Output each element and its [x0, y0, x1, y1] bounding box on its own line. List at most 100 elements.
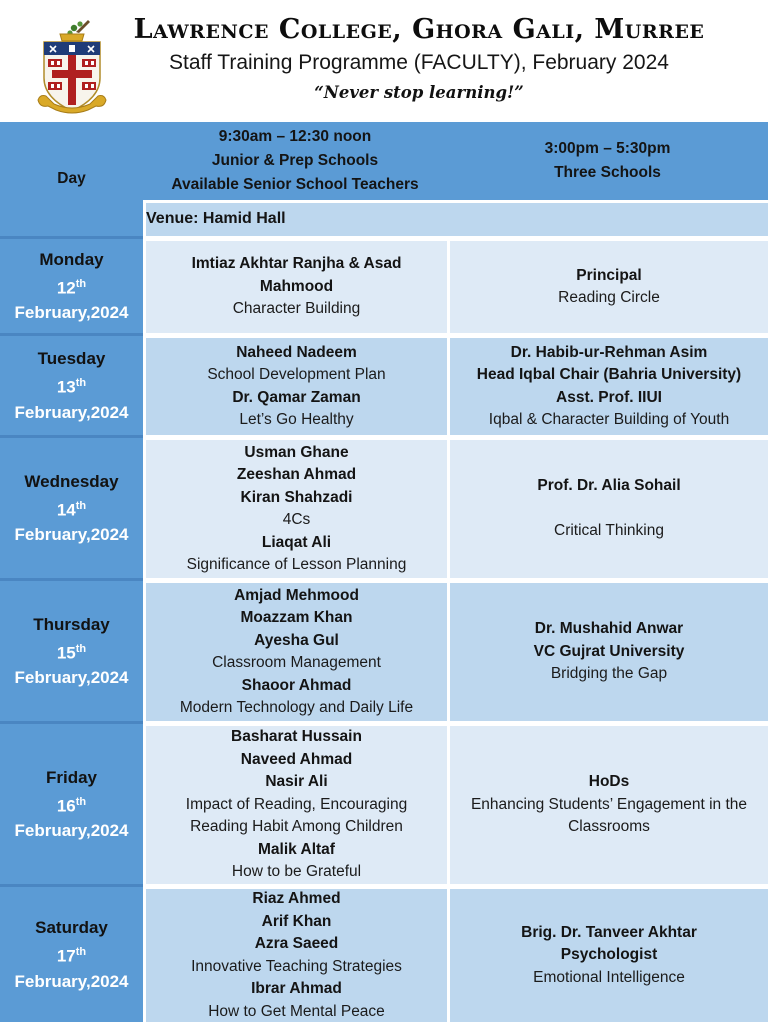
session-line: Impact of Reading, Encouraging Reading H…	[185, 795, 408, 836]
day-cell: Wednesday 14th February,2024	[0, 435, 143, 578]
session-line: Azra Saeed	[254, 935, 339, 952]
session-line: Ibrar Ahmad	[251, 980, 342, 997]
venue-label: Venue: Hamid Hall	[146, 210, 286, 228]
session-line: Psychologist	[560, 946, 658, 964]
session-line: Asst. Prof. IIUI	[556, 388, 662, 406]
session-line: How to be Grateful	[231, 863, 362, 881]
morning-session-cell: Amjad Mehmood Moazzam Khan Ayesha Gul Class…	[143, 578, 447, 721]
day-month: February,2024	[14, 402, 129, 422]
day-month: February,2024	[14, 668, 129, 688]
morning-session-cell: Usman Ghane Zeeshan Ahmad Kiran Shahzadi 4C…	[143, 435, 447, 578]
day-name: Tuesday	[37, 349, 106, 369]
session-line: Dr. Habib-ur-Rehman Asim	[510, 343, 708, 361]
morning-time-label: 9:30am – 12:30 noon	[218, 128, 372, 145]
session-line: VC Gujrat University	[533, 642, 685, 660]
day-cell: Thursday 15th February,2024	[0, 578, 143, 721]
day-month: February,2024	[14, 525, 129, 545]
session-line: Principal	[576, 266, 642, 284]
session-line: Innovative Teaching Strategies	[191, 957, 402, 975]
motto-text: “Never stop learning!”	[314, 83, 524, 102]
afternoon-session-cell: Dr. Mushahid Anwar VC Gujrat University Br…	[447, 578, 768, 721]
session-line: Moazzam Khan	[240, 609, 353, 626]
day-name: Monday	[39, 249, 104, 269]
morning-session-cell: Naheed Nadeem School Development Plan Dr. …	[143, 333, 447, 435]
session-line: Emotional Intelligence	[533, 968, 685, 986]
day-month: February,2024	[14, 303, 129, 323]
session-line: HoDs	[588, 773, 630, 791]
morning-audience-label-2: Available Senior School Teachers	[171, 176, 419, 193]
college-crest-icon	[30, 16, 114, 116]
session-line: Malik Altaf	[258, 840, 335, 858]
schedule-table: Day 9:30am – 12:30 noon Junior & Prep Sc…	[0, 122, 768, 1022]
header-text-block: Lawrence College, Ghora Gali, Murree Sta…	[110, 14, 728, 105]
session-line: Significance of Lesson Planning	[186, 556, 407, 573]
day-column-header-label: Day	[57, 169, 86, 187]
session-line: Ayesha Gul	[254, 631, 339, 649]
session-line: School Development Plan	[207, 366, 386, 383]
morning-column-header: 9:30am – 12:30 noon Junior & Prep School…	[143, 122, 447, 200]
session-line: Amjad Mehmood	[234, 586, 359, 604]
programme-title: Staff Training Programme (FACULTY), Febr…	[169, 51, 669, 74]
session-line: Dr. Mushahid Anwar	[534, 620, 684, 638]
session-line: Shaoor Ahmad	[241, 676, 352, 694]
afternoon-time-label: 3:00pm – 5:30pm	[544, 140, 671, 157]
day-date: 14th	[56, 499, 87, 520]
afternoon-session-cell: Prof. Dr. Alia Sohail Critical Thinking	[447, 435, 768, 578]
day-name: Thursday	[33, 614, 110, 634]
college-title: Lawrence College, Ghora Gali, Murree	[133, 14, 705, 45]
session-line: Riaz Ahmed	[252, 890, 341, 907]
afternoon-session-cell: Dr. Habib-ur-Rehman Asim Head Iqbal Chair…	[447, 333, 768, 435]
afternoon-session-cell: HoDs Enhancing Students’ Engagement in th…	[447, 721, 768, 884]
session-line: Head Iqbal Chair (Bahria University)	[476, 366, 742, 383]
session-line: Bridging the Gap	[550, 665, 668, 683]
venue-row: Venue: Hamid Hall	[143, 200, 768, 236]
afternoon-session-cell: Principal Reading Circle	[447, 236, 768, 333]
day-date: 16th	[56, 795, 87, 816]
session-line: Enhancing Students’ Engagement in the Cl…	[470, 795, 748, 836]
day-cell: Friday 16th February,2024	[0, 721, 143, 884]
day-month: February,2024	[14, 971, 129, 991]
afternoon-column-header: 3:00pm – 5:30pm Three Schools	[447, 122, 768, 200]
session-line: Character Building	[232, 300, 361, 318]
day-name: Wednesday	[24, 471, 119, 491]
session-line: Classroom Management	[212, 654, 381, 671]
day-date: 17th	[56, 946, 87, 966]
day-cell: Monday 12th February,2024	[0, 236, 143, 333]
session-line: Nasir Ali	[265, 773, 328, 791]
morning-audience-label: Junior & Prep Schools	[211, 152, 379, 169]
session-line: 4Cs	[282, 511, 311, 528]
session-line: Let’s Go Healthy	[239, 411, 354, 428]
day-cell: Tuesday 13th February,2024	[0, 333, 143, 435]
afternoon-session-cell: Brig. Dr. Tanveer Akhtar Psychologist Emot…	[447, 884, 768, 1022]
session-line: Reading Circle	[558, 289, 660, 306]
day-month: February,2024	[14, 821, 129, 841]
session-line	[460, 498, 758, 521]
session-line: Usman Ghane	[244, 443, 349, 461]
session-line: Imtiaz Akhtar Ranjha & Asad Mahmood	[191, 255, 402, 295]
session-line: Naveed Ahmad	[240, 750, 353, 768]
session-line: Basharat Hussain	[231, 728, 362, 746]
session-line: Modern Technology and Daily Life	[179, 699, 414, 716]
session-line: Dr. Qamar Zaman	[232, 388, 361, 406]
day-date: 13th	[56, 377, 87, 397]
day-date: 12th	[56, 277, 87, 298]
day-date: 15th	[56, 642, 87, 663]
day-name: Saturday	[35, 918, 108, 938]
day-name: Friday	[45, 767, 98, 787]
document-header: Lawrence College, Ghora Gali, Murree Sta…	[0, 0, 768, 122]
day-column-header: Day	[0, 122, 143, 236]
session-line: Arif Khan	[261, 912, 332, 930]
session-line: Kiran Shahzadi	[240, 488, 353, 506]
day-cell: Saturday 17th February,2024	[0, 884, 143, 1022]
session-line: Naheed Nadeem	[236, 343, 357, 361]
session-line: Liaqat Ali	[261, 533, 332, 551]
morning-session-cell: Riaz Ahmed Arif Khan Azra Saeed Innovative …	[143, 884, 447, 1022]
afternoon-audience-label: Three Schools	[554, 164, 661, 181]
morning-session-cell: Basharat Hussain Naveed Ahmad Nasir Ali Imp…	[143, 721, 447, 884]
session-line: Iqbal & Character Building of Youth	[488, 411, 730, 428]
morning-session-cell: Imtiaz Akhtar Ranjha & Asad Mahmood Chara…	[143, 236, 447, 333]
session-line: Prof. Dr. Alia Sohail	[537, 477, 681, 495]
session-line: How to Get Mental Peace	[208, 1002, 385, 1020]
session-line: Brig. Dr. Tanveer Akhtar	[521, 923, 697, 941]
